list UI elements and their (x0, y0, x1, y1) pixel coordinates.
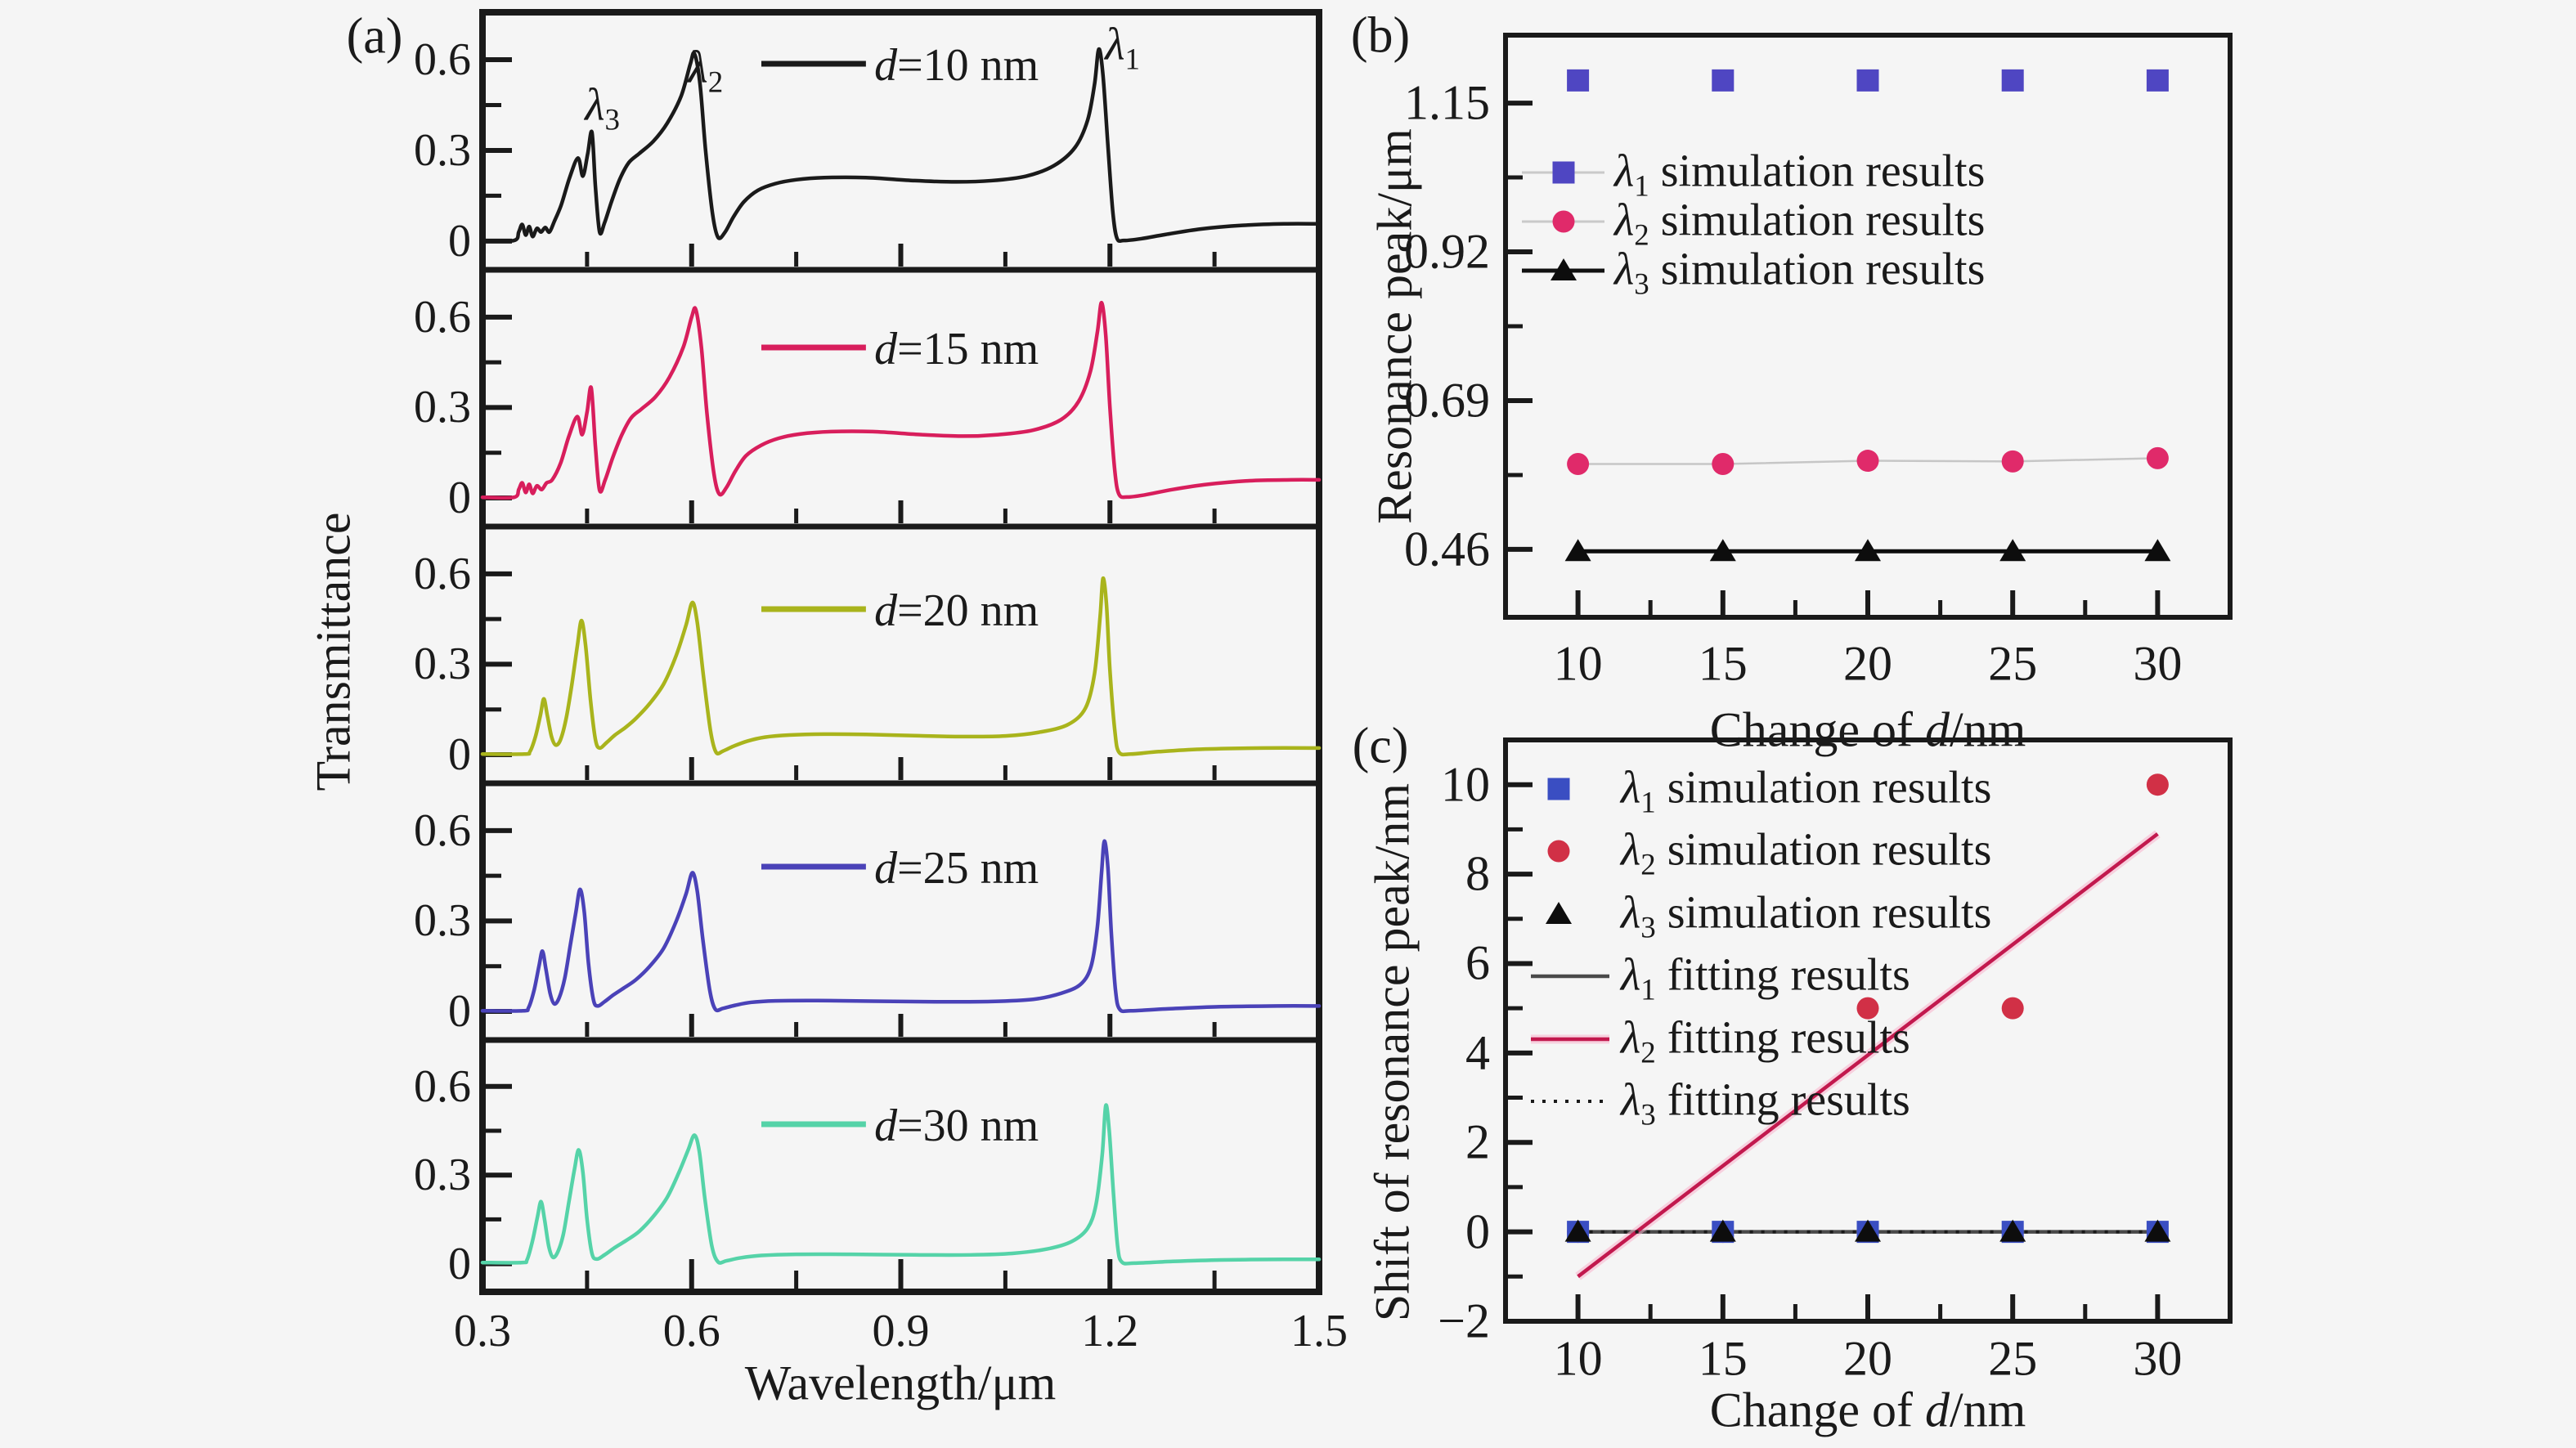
panel-c-x-tick-label: 30 (2133, 1331, 2183, 1386)
panel-c-x-tick-label: 15 (1698, 1331, 1748, 1386)
panel-b-x-tick-label: 25 (1988, 636, 2038, 691)
panel-a-y-tick-label: 0.6 (414, 34, 471, 86)
panel-c-x-tick-label: 25 (1988, 1331, 2038, 1386)
panel-a-y-tick-label: 0 (448, 1238, 471, 1289)
panel-c-legend-label: λ2 fitting results (1621, 1012, 1910, 1069)
panel-c-y-tick-label: 8 (1465, 846, 1490, 901)
panel-a-y-tick-label: 0 (448, 215, 471, 267)
panel-a-x-tick-label: 0.6 (662, 1306, 720, 1356)
panel-b-x-tick-label: 20 (1843, 636, 1892, 691)
panel-a-x-axis-title: Wavelength/μm (744, 1356, 1057, 1410)
panel-a-y-tick-label: 0.3 (414, 1150, 471, 1201)
panel-a-y-axis-title: Transmittance (306, 512, 361, 791)
panel-b-y-axis-title: Resonance peak/μm (1367, 128, 1422, 524)
panel-a-legend-label: d=15 nm (874, 324, 1039, 374)
panel-c-legend-label: λ3 fitting results (1621, 1074, 1910, 1132)
panel-c-y-tick-label: −2 (1438, 1293, 1490, 1348)
panel-a-legend-label: d=10 nm (874, 40, 1039, 91)
lambda-annotation: λ3 (585, 79, 620, 137)
panel-c-y-tick-label: 2 (1465, 1114, 1490, 1169)
panel-c-y-tick-label: 0 (1465, 1204, 1490, 1259)
panel-a-y-tick-label: 0.3 (414, 124, 471, 176)
panel-b-y-tick-label: 0.92 (1404, 224, 1490, 279)
spectrum-curve-15 (480, 300, 1322, 500)
panel-c-y-axis-title: Shift of resonance peak/nm (1365, 782, 1420, 1322)
panel-b-y-tick-label: 1.15 (1404, 75, 1490, 130)
panel-a-y-tick-label: 0 (448, 985, 471, 1037)
panel-a-x-tick-label: 0.3 (454, 1306, 511, 1356)
panel-a-y-tick-label: 0 (448, 728, 471, 780)
panel-c-x-axis-title: Change of d/nm (1709, 1383, 2026, 1437)
panel-a-x-tick-label: 0.9 (872, 1306, 930, 1356)
panel-a-letter: (a) (346, 8, 403, 65)
panel-a-y-tick-label: 0.6 (414, 291, 471, 343)
panel-c-y-tick-label: 10 (1441, 757, 1490, 812)
panel-c-y-tick-label: 6 (1465, 935, 1490, 990)
panel-c-legend-label: λ2 simulation results (1621, 824, 1992, 881)
panel-b-y-tick-label: 0.69 (1404, 373, 1490, 428)
panel-b-legend-label: λ2 simulation results (1614, 195, 1986, 252)
spectrum-curve-25 (480, 839, 1322, 1014)
panel-c-letter: (c) (1352, 718, 1409, 774)
panel-a-y-tick-label: 0.6 (414, 1060, 471, 1112)
panel-a-legend-label: d=25 nm (874, 843, 1039, 894)
panel-a-y-tick-label: 0 (448, 472, 471, 523)
lambda-annotation: λ2 (688, 42, 724, 99)
panel-b-x-tick-label: 10 (1553, 636, 1603, 691)
panel-c-legend-label: λ1 fitting results (1621, 949, 1910, 1006)
panel-b-x-axis-title: Change of d/nm (1709, 702, 2026, 757)
panel-c-y-tick-label: 4 (1465, 1025, 1490, 1080)
panel-a-y-tick-label: 0.3 (414, 895, 471, 947)
panel-a-x-tick-label: 1.2 (1081, 1306, 1139, 1356)
panel-a-y-tick-label: 0.3 (414, 639, 471, 690)
panel-a-legend-label: d=30 nm (874, 1101, 1039, 1151)
panel-b-legend-label: λ1 simulation results (1614, 146, 1986, 203)
panel-b-x-tick-label: 30 (2133, 636, 2183, 691)
spectrum-curve-10 (480, 47, 1322, 244)
panel-a-x-tick-label: 1.5 (1290, 1306, 1348, 1356)
panel-c-legend-label: λ1 simulation results (1621, 762, 1992, 819)
panel-b-y-tick-label: 0.46 (1404, 522, 1490, 576)
panel-b-legend-label: λ3 simulation results (1614, 244, 1986, 301)
panel-a-y-tick-label: 0.6 (414, 805, 471, 856)
panel-a-y-tick-label: 0.6 (414, 548, 471, 599)
panel-b-x-tick-label: 15 (1698, 636, 1748, 691)
spectrum-curve-20 (480, 576, 1322, 757)
panel-c-x-tick-label: 20 (1843, 1331, 1892, 1386)
panel-c-legend-label: λ3 simulation results (1621, 887, 1992, 944)
lambda-annotation: λ1 (1105, 19, 1140, 76)
panel-a-legend-label: d=20 nm (874, 585, 1039, 636)
panel-c-x-tick-label: 10 (1553, 1331, 1603, 1386)
panel-a-y-tick-label: 0.3 (414, 382, 471, 433)
spectrum-curve-30 (480, 1103, 1322, 1266)
panel-b-letter: (b) (1350, 7, 1411, 64)
